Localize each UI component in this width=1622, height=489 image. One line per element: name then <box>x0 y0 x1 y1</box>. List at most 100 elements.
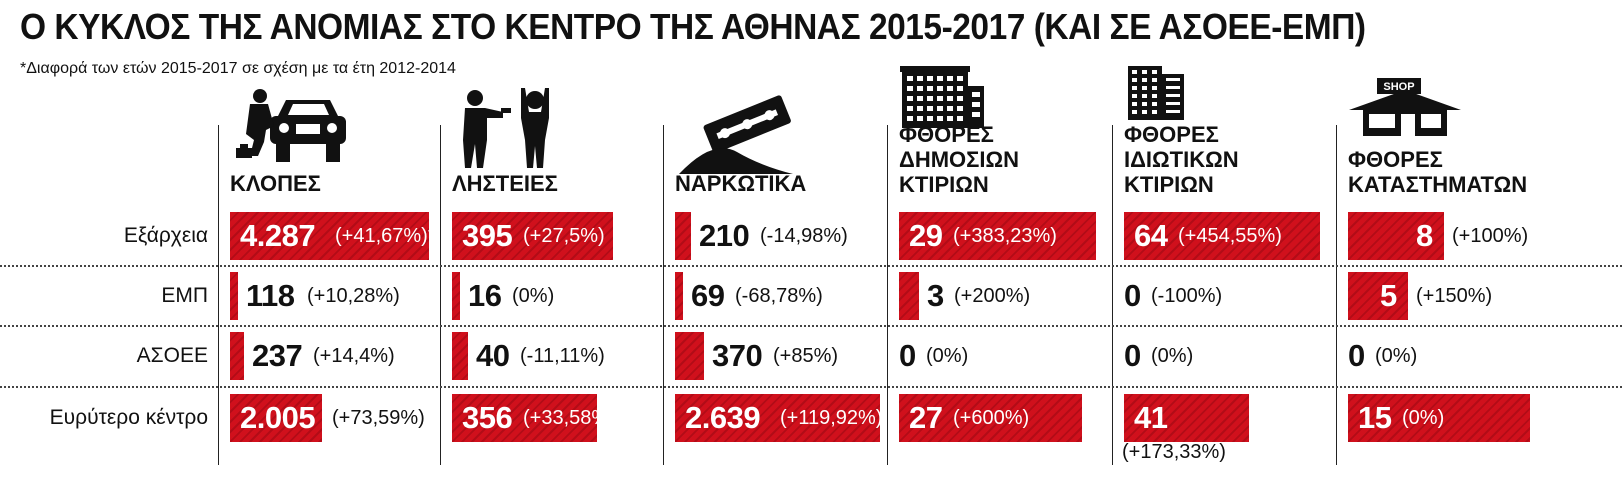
value-label: 0 <box>899 338 916 373</box>
change-label: (0%) <box>1375 345 1418 367</box>
data-bar <box>452 332 468 380</box>
data-bar <box>1124 212 1320 260</box>
row-label: ΕΜΠ <box>161 284 208 307</box>
change-label: (+73,59%) <box>332 407 425 429</box>
change-label: (0%) <box>512 285 555 307</box>
change-label: (+119,92%) <box>780 407 883 429</box>
change-label: (+41,67%)* <box>335 225 436 247</box>
row-label: ΑΣΟΕΕ <box>136 344 208 367</box>
column-header: ΙΔΙΩΤΙΚΩΝ <box>1124 147 1239 172</box>
data-bar <box>230 212 429 260</box>
value-label: 15 <box>1358 400 1392 435</box>
change-label: (+383,23%) <box>953 225 1057 247</box>
change-label: (+33,58%) <box>523 407 616 429</box>
public-building-icon <box>898 64 988 133</box>
chart-title: Ο ΚΥΚΛΟΣ ΤΗΣ ΑΝΟΜΙΑΣ ΣΤΟ ΚΕΝΤΡΟ ΤΗΣ ΑΘΗΝ… <box>20 6 1366 47</box>
value-label: 16 <box>468 278 502 313</box>
data-bar <box>452 212 613 260</box>
value-label: 0 <box>1124 278 1141 313</box>
value-label: 69 <box>691 278 725 313</box>
column-separator <box>1336 125 1337 465</box>
car-theft-icon <box>230 86 350 186</box>
column-header: ΛΗΣΤΕΙΕΣ <box>452 171 558 196</box>
column-header: ΚΑΤΑΣΤΗΜΑΤΩΝ <box>1348 172 1528 197</box>
data-bar <box>1124 394 1249 442</box>
value-label: 370 <box>712 338 763 373</box>
column-header: ΔΗΜΟΣΙΩΝ <box>899 147 1019 172</box>
value-label: 356 <box>462 400 513 435</box>
value-label: 237 <box>252 338 303 373</box>
robbery-icon <box>455 84 565 184</box>
data-bar <box>899 272 919 320</box>
column-separator <box>663 125 664 465</box>
change-label: (-11,11%) <box>520 345 605 367</box>
column-header: ΝΑΡΚΩΤΙΚΑ <box>675 171 807 196</box>
data-bar <box>452 394 597 442</box>
value-label: 40 <box>476 338 510 373</box>
change-label: (+100%) <box>1452 225 1529 247</box>
svg-text:SHOP: SHOP <box>1383 81 1414 93</box>
column-header: ΦΘΟΡΕΣ <box>899 122 994 147</box>
column-header: ΚΤΙΡΙΩΝ <box>1124 172 1214 197</box>
change-label: (-100%) <box>1151 285 1223 307</box>
change-label: (+27,5%) <box>523 225 605 247</box>
shop-icon: SHOP <box>1345 76 1465 141</box>
value-label: 29 <box>909 218 943 253</box>
value-label: 0 <box>1124 338 1141 373</box>
chart-subtitle: *Διαφορά των ετών 2015-2017 σε σχέση με … <box>20 60 456 77</box>
data-bar <box>230 272 238 320</box>
value-label: 210 <box>699 218 750 253</box>
row-label: Ευρύτερο κέντρο <box>49 406 208 429</box>
data-bar <box>230 394 322 442</box>
change-label: (+454,55%) <box>1178 225 1282 247</box>
row-separator <box>0 265 1622 267</box>
data-bar <box>675 212 691 260</box>
column-separator <box>218 125 219 465</box>
value-label: 0 <box>1348 338 1365 373</box>
private-building-icon <box>1122 60 1202 125</box>
column-separator <box>1112 125 1113 465</box>
value-label: 118 <box>246 278 295 313</box>
data-bar <box>675 394 880 442</box>
data-bar <box>675 272 683 320</box>
row-separator <box>0 386 1622 388</box>
column-header: ΦΘΟΡΕΣ <box>1124 122 1219 147</box>
change-label: (+173,33%) <box>1122 441 1226 463</box>
change-label: (0%) <box>1402 407 1445 429</box>
value-label: 5 <box>1380 278 1397 313</box>
value-label: 2.005 <box>240 400 316 435</box>
change-label: (+150%) <box>1416 285 1493 307</box>
column-separator <box>440 125 441 465</box>
value-label: 8 <box>1416 218 1433 253</box>
change-label: (-68,78%) <box>735 285 823 307</box>
column-header: ΦΘΟΡΕΣ <box>1348 147 1443 172</box>
value-label: 395 <box>462 218 513 253</box>
change-label: (+14,4%) <box>313 345 395 367</box>
data-bar <box>675 332 704 380</box>
change-label: (0%) <box>1151 345 1194 367</box>
data-bar <box>1348 394 1530 442</box>
data-bar <box>452 272 460 320</box>
change-label: (+600%) <box>953 407 1030 429</box>
row-label: Εξάρχεια <box>123 224 208 247</box>
data-bar <box>899 212 1096 260</box>
change-label: (-14,98%) <box>760 225 848 247</box>
data-bar <box>1348 212 1444 260</box>
value-label: 4.287 <box>240 218 316 253</box>
value-label: 41 <box>1134 400 1168 435</box>
column-header: ΚΛΟΠΕΣ <box>230 171 321 196</box>
value-label: 3 <box>927 278 944 313</box>
change-label: (+200%) <box>954 285 1031 307</box>
column-header: ΚΤΙΡΙΩΝ <box>899 172 989 197</box>
change-label: (+10,28%) <box>307 285 400 307</box>
drugs-razor-icon <box>675 84 795 184</box>
data-bar <box>1348 272 1408 320</box>
change-label: (0%) <box>926 345 969 367</box>
value-label: 64 <box>1134 218 1168 253</box>
data-bar <box>899 394 1082 442</box>
data-bar <box>230 332 244 380</box>
value-label: 2.639 <box>685 400 761 435</box>
change-label: (+85%) <box>773 345 839 367</box>
row-separator <box>0 325 1622 327</box>
column-separator <box>887 125 888 465</box>
